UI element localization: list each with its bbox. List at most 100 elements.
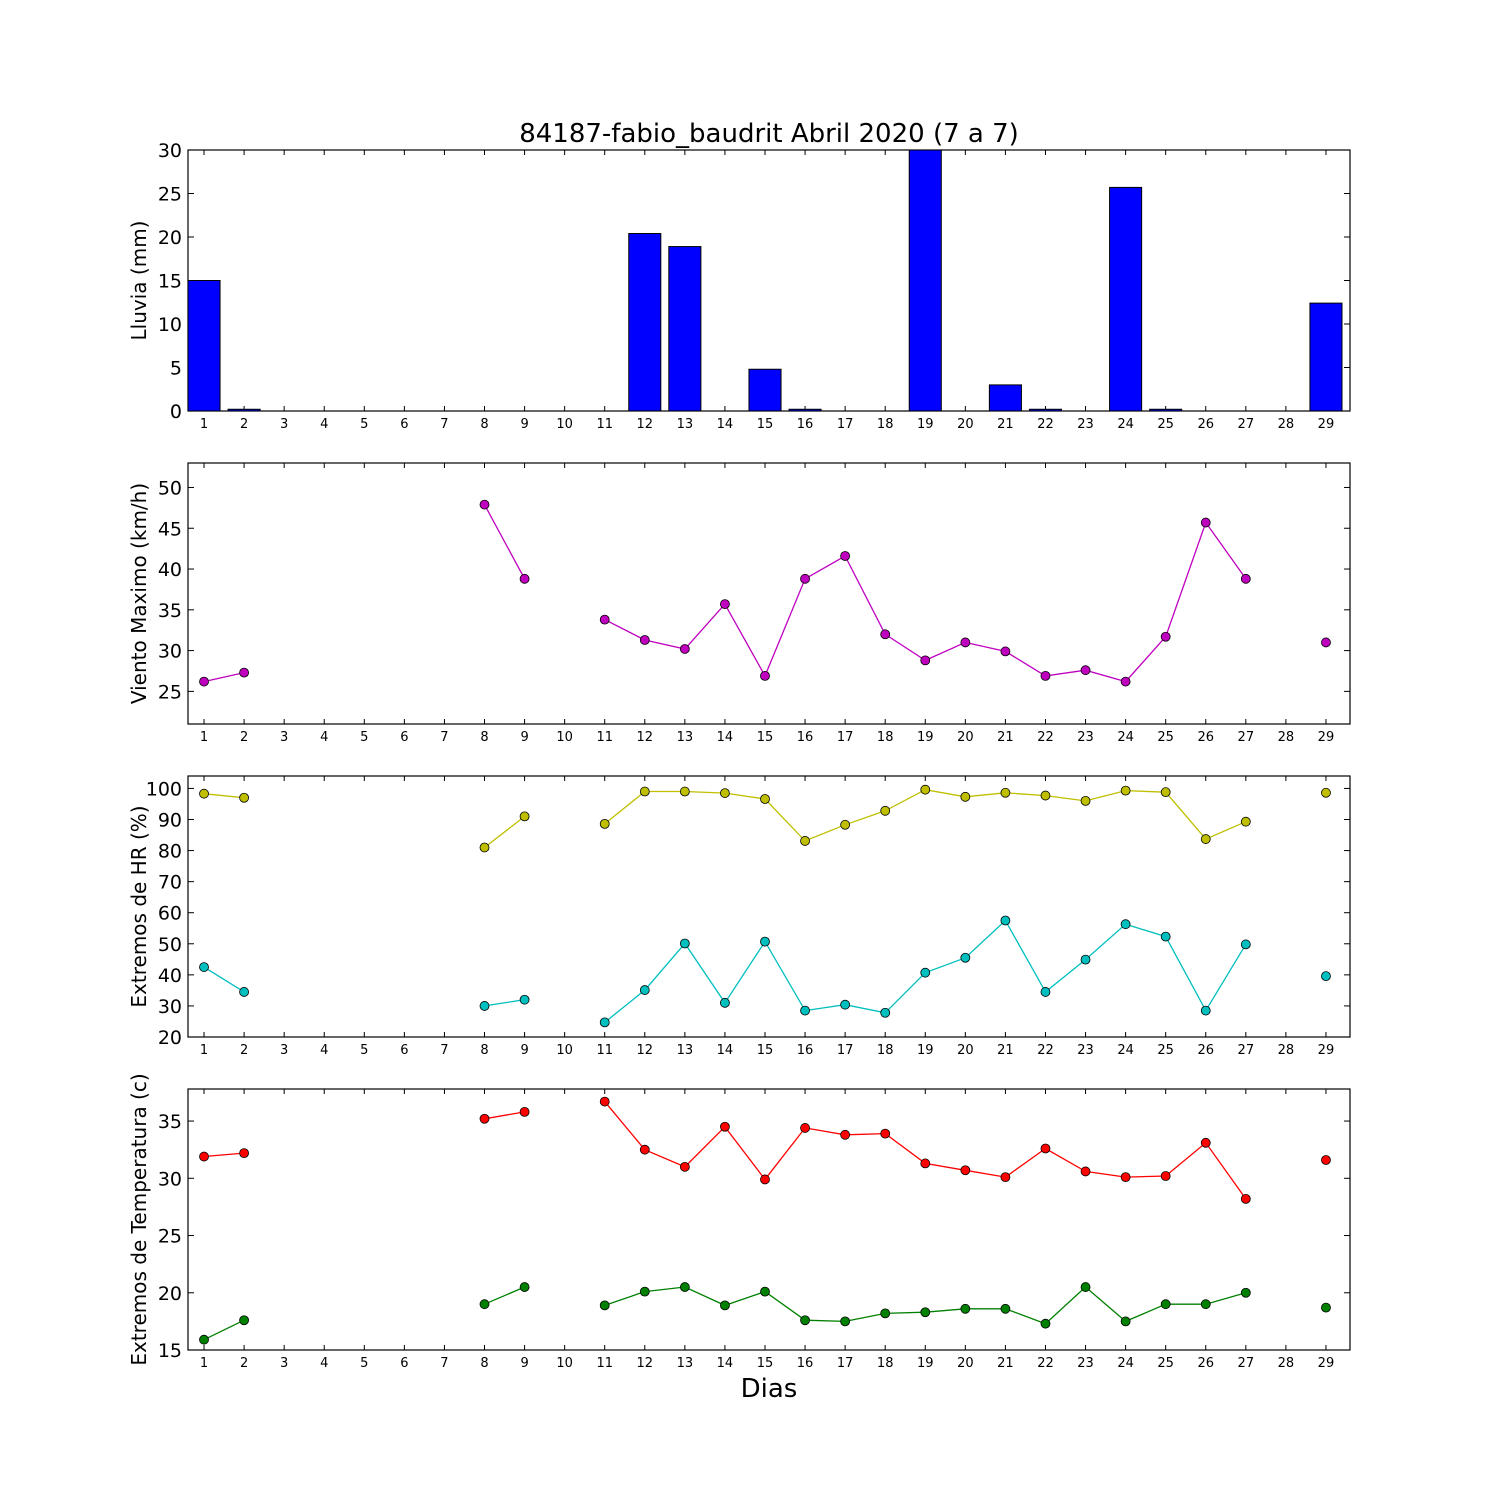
humidity-series-2-point (1321, 971, 1331, 981)
temperature-xtick-label: 27 (1238, 1356, 1255, 1371)
wind-xtick-label: 8 (480, 730, 488, 745)
rain-bar (668, 246, 702, 412)
rain-xtick-label: 5 (360, 417, 368, 432)
temperature-series-1-point (679, 1161, 690, 1172)
humidity-series-2-point (1200, 1005, 1211, 1016)
rain-xtick-label: 14 (717, 417, 734, 432)
rain-xtick-label: 28 (1278, 417, 1295, 432)
temperature-xtick-label: 10 (556, 1356, 573, 1371)
rain-ytick-label: 5 (170, 358, 182, 380)
humidity-series-1-point (880, 805, 891, 816)
humidity-xtick-label: 10 (556, 1043, 573, 1058)
temperature-ytick-label: 25 (158, 1226, 182, 1248)
wind-series-1-point (720, 599, 730, 610)
humidity-series-2-point (199, 962, 209, 972)
temperature-series-2-point (679, 1282, 690, 1292)
x-axis-label: Dias (741, 1374, 798, 1404)
temperature-xtick-label: 12 (637, 1356, 654, 1371)
humidity-xtick-label: 22 (1037, 1043, 1054, 1058)
wind-series-1-point (199, 676, 209, 687)
temperature-series-1-point (479, 1113, 490, 1124)
temperature-series-2-point (800, 1315, 810, 1326)
humidity-xtick-label: 9 (520, 1043, 528, 1058)
wind-axes-frame (187, 462, 1351, 725)
rain-xtick-label: 25 (1157, 417, 1174, 432)
wind-series-1-point (760, 670, 770, 681)
rain-xtick-label: 26 (1197, 417, 1214, 432)
temperature-series-2-point (760, 1286, 770, 1297)
humidity-series-2-point (599, 1017, 610, 1028)
rain-ytick-label: 15 (158, 271, 182, 293)
humidity-series-1-point (800, 836, 810, 846)
wind-xtick-label: 7 (440, 730, 448, 745)
wind-ytick-label: 30 (158, 641, 182, 663)
wind-series-1-point (679, 644, 690, 654)
humidity-xtick-label: 17 (837, 1043, 854, 1058)
humidity-y-axis-label: Extremos de HR (%) (127, 805, 151, 1007)
temperature-xtick-label: 28 (1278, 1356, 1295, 1371)
temperature-xtick-label: 22 (1037, 1356, 1054, 1371)
wind-ytick-label: 50 (158, 477, 182, 499)
wind-ytick-label: 25 (158, 681, 182, 703)
humidity-series-2-point (479, 1001, 490, 1011)
rain-xtick-label: 17 (837, 417, 854, 432)
humidity-series-1-point (920, 784, 931, 795)
temperature-series-1-point (880, 1128, 891, 1139)
wind-xtick-label: 25 (1157, 730, 1174, 745)
humidity-series-1-point (519, 811, 530, 822)
rain-ytick-label: 30 (158, 140, 182, 162)
wind-series-1-point (800, 573, 810, 584)
humidity-series-1-point (1240, 816, 1251, 827)
humidity-series-2-point (1160, 931, 1171, 942)
humidity-xtick-label: 2 (240, 1043, 248, 1058)
temperature-series-2-point (479, 1299, 490, 1310)
temperature-xtick-label: 14 (717, 1356, 734, 1371)
wind-xtick-label: 5 (360, 730, 368, 745)
humidity-xtick-label: 16 (797, 1043, 814, 1058)
humidity-series-1-point (1000, 787, 1011, 798)
wind-xtick-label: 27 (1238, 730, 1255, 745)
temperature-series-2-point (840, 1316, 851, 1327)
wind-series-1-point (880, 629, 891, 640)
rain-xtick-label: 18 (877, 417, 894, 432)
temperature-series-1-point (960, 1165, 971, 1176)
rain-xtick-label: 7 (440, 417, 448, 432)
wind-xtick-label: 15 (757, 730, 774, 745)
wind-xtick-label: 6 (400, 730, 408, 745)
humidity-xtick-label: 8 (480, 1043, 488, 1058)
temperature-xtick-label: 13 (677, 1356, 694, 1371)
humidity-ytick-label: 30 (158, 996, 182, 1018)
temperature-series-2-point (720, 1300, 730, 1311)
temperature-xtick-label: 16 (797, 1356, 814, 1371)
humidity-series-1-point (1200, 834, 1211, 844)
rain-xtick-label: 12 (637, 417, 654, 432)
wind-xtick-label: 19 (917, 730, 934, 745)
humidity-series-1-point (840, 819, 851, 830)
temperature-series-2-point (1000, 1303, 1011, 1314)
humidity-ytick-label: 20 (158, 1027, 182, 1049)
temperature-series-2-point (199, 1334, 209, 1345)
humidity-series-2-point (960, 952, 971, 963)
temperature-series-2-point (1040, 1318, 1051, 1329)
rain-bar (1028, 408, 1063, 412)
wind-xtick-label: 28 (1278, 730, 1295, 745)
humidity-series-2-point (1000, 915, 1011, 926)
rain-xtick-label: 29 (1318, 417, 1335, 432)
temperature-ytick-label: 20 (158, 1283, 182, 1305)
humidity-xtick-label: 12 (637, 1043, 654, 1058)
temperature-series-2-point (960, 1303, 971, 1314)
wind-xtick-label: 16 (797, 730, 814, 745)
figure-title: 84187-fabio_baudrit Abril 2020 (7 a 7) (519, 119, 1019, 149)
temperature-series-1-point (760, 1174, 770, 1185)
humidity-ytick-label: 70 (158, 872, 182, 894)
rain-ytick-label: 10 (158, 314, 182, 336)
wind-xtick-label: 14 (717, 730, 734, 745)
humidity-series-1-point (639, 786, 650, 797)
wind-xtick-label: 10 (556, 730, 573, 745)
humidity-xtick-label: 13 (677, 1043, 694, 1058)
temperature-series-2-point (1240, 1287, 1251, 1298)
humidity-series-2-point (920, 967, 931, 978)
wind-xtick-label: 24 (1117, 730, 1134, 745)
rain-bar (908, 149, 942, 412)
